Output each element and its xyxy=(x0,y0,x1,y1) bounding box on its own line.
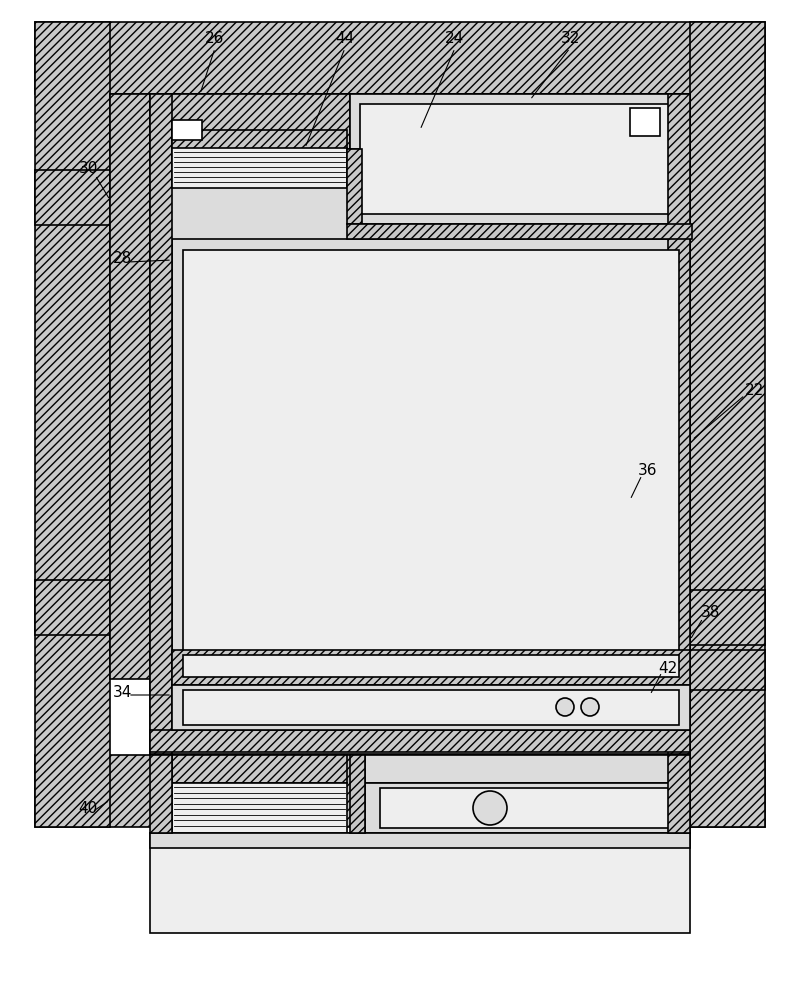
Bar xyxy=(172,148,347,188)
Bar xyxy=(365,783,690,833)
Text: 28: 28 xyxy=(112,251,132,266)
Text: 38: 38 xyxy=(700,605,720,620)
Bar xyxy=(350,94,690,224)
Bar xyxy=(668,94,690,754)
Bar xyxy=(690,590,765,645)
Bar xyxy=(110,94,150,679)
Bar xyxy=(172,239,690,731)
Bar xyxy=(350,94,690,149)
Circle shape xyxy=(473,791,507,825)
Bar xyxy=(183,250,679,720)
Text: 24: 24 xyxy=(446,31,465,46)
Circle shape xyxy=(556,698,574,716)
Text: 26: 26 xyxy=(206,31,225,46)
Bar xyxy=(35,22,110,827)
Bar xyxy=(35,22,765,94)
Bar xyxy=(360,104,680,214)
Bar xyxy=(172,130,347,160)
Text: 36: 36 xyxy=(638,462,658,477)
Circle shape xyxy=(581,698,599,716)
Bar xyxy=(630,108,660,136)
Bar xyxy=(150,94,350,149)
Bar xyxy=(35,170,110,225)
Text: 40: 40 xyxy=(78,801,98,816)
Bar xyxy=(365,755,690,783)
Bar xyxy=(380,788,675,828)
Text: 42: 42 xyxy=(658,660,678,675)
Bar xyxy=(150,730,690,752)
Bar xyxy=(150,94,172,754)
Bar xyxy=(690,650,765,690)
Text: 44: 44 xyxy=(335,31,354,46)
Bar xyxy=(172,650,690,685)
Bar xyxy=(172,120,202,140)
Bar xyxy=(35,755,765,827)
Bar xyxy=(172,685,690,730)
Bar xyxy=(150,833,690,848)
Text: 32: 32 xyxy=(560,31,580,46)
Text: 30: 30 xyxy=(78,160,98,175)
Bar xyxy=(172,755,347,783)
Bar xyxy=(150,755,172,833)
Bar xyxy=(690,22,765,827)
Bar xyxy=(350,755,365,833)
Bar xyxy=(347,224,692,239)
Bar xyxy=(668,755,690,833)
Text: 22: 22 xyxy=(746,382,765,397)
Text: 34: 34 xyxy=(112,684,132,699)
Bar xyxy=(347,149,362,224)
Bar xyxy=(150,94,690,754)
Bar xyxy=(150,833,690,933)
Bar xyxy=(183,655,679,677)
Bar xyxy=(183,690,679,725)
Bar xyxy=(172,783,347,833)
Bar xyxy=(35,580,110,635)
